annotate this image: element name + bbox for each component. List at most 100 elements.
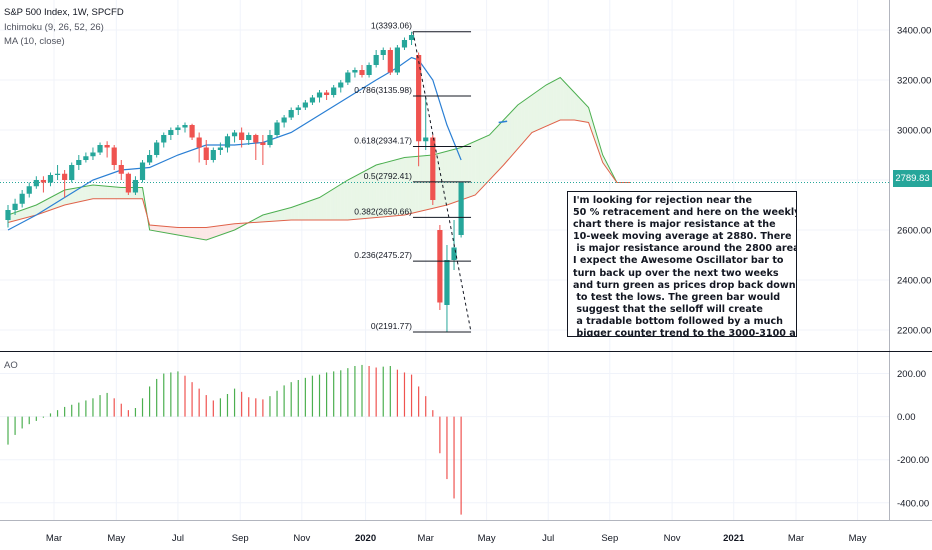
candle-body (338, 82, 344, 88)
candle-body (76, 160, 82, 165)
cloud-fill-segment (450, 149, 455, 204)
ichimoku-span-b (7, 119, 632, 228)
cloud-fill-segment (92, 184, 97, 199)
candle-body (47, 175, 54, 183)
cloud-fill-segment (538, 87, 543, 130)
cloud-fill-segment (188, 227, 193, 238)
cloud-fill-segment (453, 148, 458, 203)
fibonacci-retracement: 1(3393.06) 0.786(3135.98) 0.618(2934.17) 0.… (354, 21, 472, 333)
candle-body (111, 147, 117, 165)
candle-body (387, 50, 393, 73)
candle-body (217, 147, 223, 150)
candle-body (90, 152, 96, 157)
cloud-fill-segment (422, 155, 426, 212)
candle-body (288, 110, 294, 118)
cloud-fill-segment (110, 186, 115, 199)
time-tick-label: Sep (601, 533, 618, 544)
cloud-fill-segment (535, 89, 540, 132)
cloud-fill-segment (280, 209, 285, 221)
cloud-fill-segment (305, 201, 310, 221)
cloud-fill-segment (471, 141, 476, 197)
price-tick-label: 2600.00 (897, 226, 931, 237)
cloud-fill-segment (489, 130, 494, 181)
ma-legend: MA (10, close) (4, 36, 65, 47)
time-tick-label: May (849, 533, 867, 544)
candle-body (416, 55, 422, 142)
cloud-fill-segment (269, 211, 274, 222)
fib-level-label: 0.382(2650.66) (354, 206, 412, 216)
cloud-fill-segment (531, 92, 536, 133)
ao-legend: AO (4, 360, 18, 371)
cloud-fill-segment (553, 79, 557, 124)
candle-body (5, 210, 11, 220)
ichimoku-legend: Ichimoku (9, 26, 52, 26) (4, 22, 104, 33)
cloud-fill-segment (291, 206, 295, 221)
candle-body (104, 145, 110, 148)
cloud-fill-segment (312, 198, 317, 221)
cloud-fill-segment (184, 227, 189, 238)
candle-body (54, 173, 61, 175)
candle-body (373, 55, 379, 65)
cloud-fill-segment (103, 185, 108, 199)
annotation-textbox[interactable]: I'm looking for rejection near the 50 % … (567, 191, 797, 337)
cloud-fill-segment (138, 187, 143, 199)
candle-body (366, 65, 372, 75)
cloud-fill-segment (446, 150, 451, 206)
cloud-fill-segment (485, 134, 490, 185)
candle-body (118, 165, 124, 174)
ao-tick-label: 0.00 (897, 412, 916, 423)
cloud-fill-segment (418, 155, 423, 212)
cloud-fill-segment (82, 186, 87, 202)
price-tick-label: 3200.00 (897, 76, 931, 87)
cloud-fill-segment (506, 112, 511, 162)
cloud-fill-segment (53, 193, 58, 209)
cloud-fill-segment (567, 84, 572, 121)
cloud-fill-segment (216, 225, 221, 237)
cloud-fill-segment (199, 227, 203, 240)
cloud-fill-segment (570, 88, 575, 121)
cloud-fill-segment (411, 156, 416, 214)
cloud-fill-segment (29, 206, 33, 218)
chart-title: S&P 500 Index, 1W, SPCFD (4, 7, 124, 18)
candle-body (394, 47, 400, 73)
candle-body (401, 40, 408, 48)
ichimoku-cloud (0, 76, 889, 241)
candle-body (324, 92, 330, 95)
cloud-fill-segment (117, 187, 122, 199)
cloud-fill-segment (213, 225, 218, 238)
candle-body (253, 135, 259, 143)
cloud-fill-segment (32, 204, 37, 217)
candle-body (62, 173, 68, 180)
candle-body (161, 135, 167, 143)
candle-body (345, 72, 351, 83)
fib-level-label: 1(3393.06) (371, 21, 412, 31)
time-tick-label: Jul (172, 533, 184, 544)
candle-body (97, 145, 103, 153)
cloud-fill-segment (344, 179, 348, 221)
cloud-fill-segment (510, 108, 515, 158)
candle-body (182, 125, 188, 128)
cloud-fill-segment (96, 185, 101, 199)
candle-body (175, 127, 181, 130)
cloud-fill-segment (326, 190, 331, 221)
cloud-fill-segment (560, 77, 564, 121)
cloud-fill-segment (308, 199, 313, 221)
cloud-fill-segment (464, 144, 469, 199)
cloud-fill-segment (492, 127, 497, 177)
candle-body (210, 150, 216, 160)
time-tick-label: May (478, 533, 496, 544)
cloud-fill-segment (478, 137, 483, 192)
cloud-fill-segment (514, 104, 518, 154)
time-tick-label: Nov (293, 533, 310, 544)
candle-body (40, 180, 46, 183)
cloud-fill-segment (301, 202, 306, 221)
cloud-fill-segment (499, 119, 504, 170)
candle-body (423, 137, 429, 142)
cloud-fill-segment (177, 227, 182, 236)
fib-level-label: 0.5(2792.41) (364, 171, 412, 181)
candlestick-series (5, 31, 464, 333)
ao-tick-label: 200.00 (897, 369, 926, 380)
fib-level-label: 0.618(2934.17) (354, 135, 412, 145)
cloud-fill-segment (283, 208, 288, 221)
cloud-fill-segment (468, 142, 472, 198)
